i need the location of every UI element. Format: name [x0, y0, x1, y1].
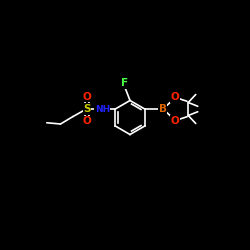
Text: S: S: [83, 104, 90, 114]
Text: NH: NH: [95, 104, 110, 114]
Text: O: O: [171, 92, 179, 102]
Text: O: O: [82, 116, 91, 126]
Text: F: F: [121, 78, 128, 88]
Text: O: O: [82, 92, 91, 102]
Text: O: O: [171, 116, 179, 126]
Text: B: B: [159, 104, 167, 114]
